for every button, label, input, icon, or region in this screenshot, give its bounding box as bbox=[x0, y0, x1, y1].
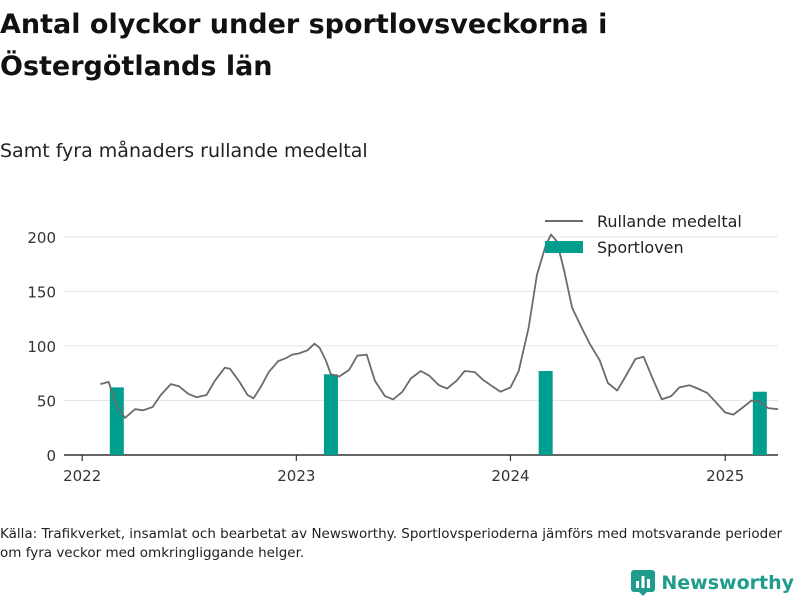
legend-label-line: Rullande medeltal bbox=[597, 212, 742, 231]
y-tick-label: 50 bbox=[37, 392, 56, 410]
x-tick-label: 2025 bbox=[706, 467, 744, 485]
chart-title: Antal olyckor under sportlovsveckorna i … bbox=[0, 9, 608, 82]
accident-chart: 0 50 100 150 200 2022 2023 2024 2025 Rullande med… bbox=[27, 212, 779, 485]
source-note: Källa: Trafikverket, insamlat och bearbe… bbox=[0, 526, 783, 561]
x-tick-label: 2023 bbox=[277, 467, 315, 485]
brand-logo: Newsworthy bbox=[631, 570, 794, 596]
legend-label-bar: Sportloven bbox=[597, 238, 684, 257]
y-tick-label: 200 bbox=[27, 229, 56, 247]
rolling-average-line bbox=[100, 233, 779, 419]
sportlov-bar bbox=[752, 391, 767, 455]
chart-legend: Rullande medeltal Sportloven bbox=[545, 212, 742, 257]
sportlov-bar bbox=[323, 374, 338, 455]
legend-bar-swatch bbox=[545, 241, 583, 253]
chart-subtitle: Samt fyra månaders rullande medeltal bbox=[0, 140, 368, 162]
y-tick-label: 150 bbox=[27, 283, 56, 301]
y-tick-label: 100 bbox=[27, 338, 56, 356]
newsworthy-logo-icon bbox=[631, 570, 656, 596]
x-tick-label: 2022 bbox=[63, 467, 101, 485]
brand-name: Newsworthy bbox=[661, 572, 794, 594]
y-tick-label: 0 bbox=[46, 447, 56, 465]
sportlov-bar bbox=[538, 371, 553, 455]
x-tick-label: 2024 bbox=[491, 467, 529, 485]
sportlov-bar bbox=[109, 387, 124, 455]
